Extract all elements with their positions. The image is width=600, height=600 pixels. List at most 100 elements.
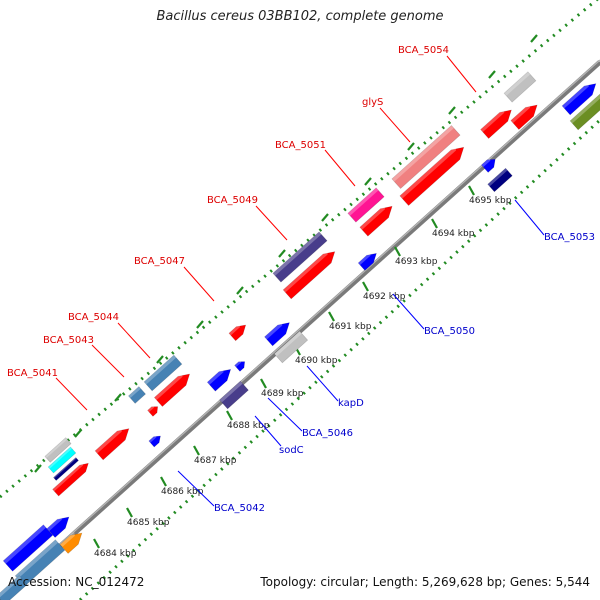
gene-feature[interactable] xyxy=(503,71,537,103)
outer-tick-mark xyxy=(364,177,372,186)
outer-tick-mark xyxy=(407,142,415,151)
tick-label: 4688 kbp xyxy=(227,421,270,431)
gene-feature[interactable] xyxy=(228,321,249,342)
tick-mark xyxy=(93,538,100,549)
gene-label[interactable]: BCA_5050 xyxy=(424,326,475,337)
tick-mark xyxy=(362,281,369,292)
callout-line xyxy=(254,415,282,447)
callout-line xyxy=(306,365,339,402)
gene-feature[interactable] xyxy=(399,142,468,206)
gene-feature[interactable] xyxy=(219,380,249,410)
gene-feature[interactable] xyxy=(128,386,146,404)
gene-feature[interactable] xyxy=(52,460,92,497)
tick-label: 4684 kbp xyxy=(94,549,137,559)
tick-mark xyxy=(260,378,267,389)
gene-feature[interactable] xyxy=(480,106,516,139)
gene-label[interactable]: kapD xyxy=(338,398,364,409)
outer-tick-mark xyxy=(74,429,82,438)
callout-line xyxy=(55,377,88,411)
tick-mark xyxy=(160,476,167,487)
gene-feature[interactable] xyxy=(143,354,183,392)
gene-feature[interactable] xyxy=(47,446,77,474)
tick-mark xyxy=(431,218,438,229)
outer-tick-mark xyxy=(236,286,244,295)
tick-label: 4690 kbp xyxy=(295,356,338,366)
tick-label: 4694 kbp xyxy=(432,229,475,239)
outer-tick-mark xyxy=(448,106,456,115)
gene-feature[interactable] xyxy=(391,125,461,189)
tick-label: 4685 kbp xyxy=(127,518,170,528)
callout-line xyxy=(379,107,411,143)
tick-mark xyxy=(468,185,475,196)
tick-label: 4692 kbp xyxy=(363,292,406,302)
tick-label: 4687 kbp xyxy=(194,456,237,466)
outer-tick-mark xyxy=(196,320,204,329)
gene-feature[interactable] xyxy=(0,575,28,600)
gene-label[interactable]: BCA_5054 xyxy=(398,45,449,56)
outer-dotted-ring xyxy=(0,0,599,499)
map-title: Bacillus cereus 03BB102, complete genome xyxy=(156,9,444,24)
gene-label[interactable]: BCA_5049 xyxy=(207,195,258,206)
gene-feature[interactable] xyxy=(153,370,193,407)
gene-label[interactable]: BCA_5053 xyxy=(544,232,595,243)
callout-line xyxy=(255,205,288,241)
outer-tick-mark xyxy=(34,464,42,473)
outer-tick-mark xyxy=(321,213,329,222)
callout-line xyxy=(514,199,545,236)
tick-mark xyxy=(193,445,200,456)
tick-label: 4693 kbp xyxy=(395,257,438,267)
genome-backbone-highlight xyxy=(0,59,600,599)
gene-feature[interactable] xyxy=(148,433,163,448)
callout-line xyxy=(183,266,215,302)
callout-line xyxy=(117,322,151,359)
gene-feature[interactable] xyxy=(234,359,248,372)
gene-label[interactable]: BCA_5043 xyxy=(43,335,94,346)
gene-feature[interactable] xyxy=(481,156,498,173)
gene-label[interactable]: BCA_5042 xyxy=(214,503,265,514)
gene-feature[interactable] xyxy=(53,457,79,481)
gene-feature[interactable] xyxy=(510,101,541,130)
gene-label[interactable]: BCA_5044 xyxy=(68,312,119,323)
gene-feature[interactable] xyxy=(273,330,309,364)
tick-mark xyxy=(328,311,335,322)
outer-tick-mark xyxy=(114,393,122,402)
tick-mark xyxy=(126,507,133,518)
gene-label[interactable]: BCA_5041 xyxy=(7,368,58,379)
gene-label[interactable]: BCA_5051 xyxy=(275,140,326,151)
gene-feature[interactable] xyxy=(357,250,380,271)
gene-feature[interactable] xyxy=(59,529,86,554)
gene-feature[interactable] xyxy=(147,404,161,417)
callout-line xyxy=(91,344,125,378)
gene-feature[interactable] xyxy=(206,365,234,392)
callout-line xyxy=(392,293,425,330)
tick-mark xyxy=(394,246,401,257)
callout-line xyxy=(177,470,215,507)
outer-tick-mark xyxy=(278,249,286,258)
accession-label: Accession: NC_012472 xyxy=(8,575,145,589)
gene-label[interactable]: sodC xyxy=(279,445,304,456)
tick-label: 4691 kbp xyxy=(329,322,372,332)
tick-label: 4686 kbp xyxy=(161,487,204,497)
gene-feature[interactable] xyxy=(46,513,73,538)
tick-label: 4689 kbp xyxy=(261,389,304,399)
gene-label[interactable]: glyS xyxy=(362,97,383,108)
gene-feature[interactable] xyxy=(2,524,54,572)
gene-feature[interactable] xyxy=(94,424,133,461)
gene-feature[interactable] xyxy=(264,318,294,347)
outer-tick-mark xyxy=(488,70,496,79)
gene-feature[interactable] xyxy=(487,167,513,193)
gene-feature[interactable] xyxy=(561,79,600,116)
gene-feature[interactable] xyxy=(282,247,339,300)
callout-line xyxy=(446,55,477,93)
gene-label[interactable]: BCA_5046 xyxy=(302,428,353,439)
gene-feature[interactable] xyxy=(569,93,600,131)
gene-feature[interactable] xyxy=(44,437,72,463)
gene-feature[interactable] xyxy=(272,231,328,283)
inner-dotted-ring xyxy=(78,118,600,600)
outer-tick-mark xyxy=(530,34,538,43)
gene-feature[interactable] xyxy=(359,202,396,237)
genome-backbone xyxy=(0,60,600,600)
gene-label[interactable]: BCA_5047 xyxy=(134,256,185,267)
gene-feature[interactable] xyxy=(347,187,385,223)
